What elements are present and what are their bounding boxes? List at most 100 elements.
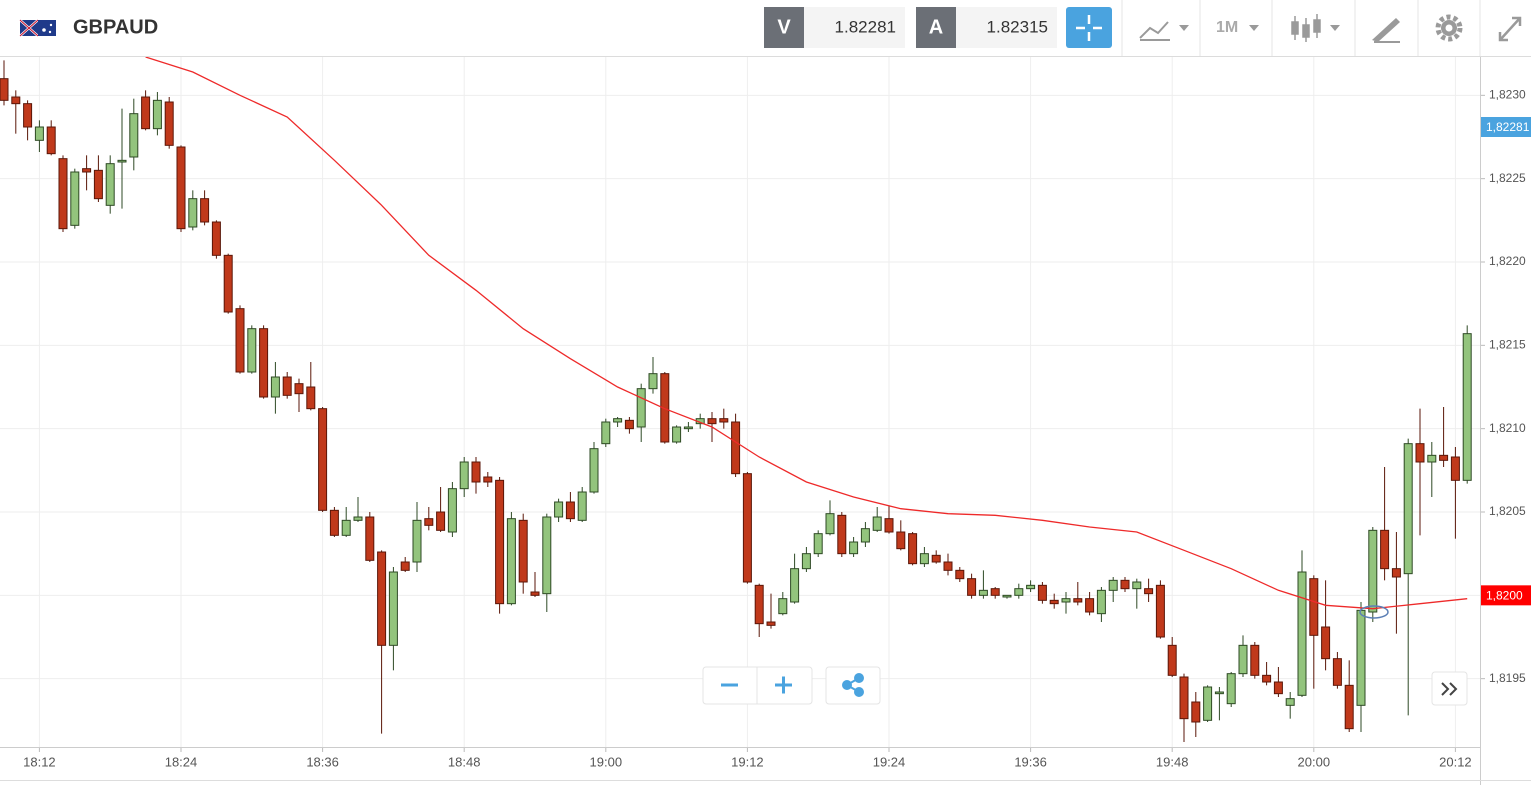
candle-body (1391, 568, 1401, 578)
drawing-tool-button[interactable] (1372, 18, 1400, 43)
candle-body (648, 373, 658, 390)
buy-price[interactable]: 1.82315 (987, 17, 1048, 36)
x-tick-label: 18:12 (23, 754, 56, 769)
candle-body (589, 448, 599, 493)
candle-body (188, 198, 198, 228)
x-tick-label: 18:48 (448, 754, 481, 769)
buy-button[interactable] (916, 7, 956, 48)
candle-body (790, 568, 800, 603)
candle-body (1096, 589, 1106, 615)
candle-body (1462, 333, 1472, 481)
candle-body (919, 553, 929, 565)
candle-body (377, 551, 387, 646)
candle-body (459, 461, 469, 490)
candle-body (1439, 454, 1449, 461)
y-tick-label: 1,8215 (1489, 338, 1526, 352)
candle-body (471, 461, 481, 483)
settings-button[interactable] (1435, 14, 1463, 42)
candle-body (931, 554, 941, 563)
candle-body (365, 516, 375, 561)
candle-body (766, 621, 776, 626)
candle-body (1002, 594, 1012, 598)
sell-price[interactable]: 1.82281 (835, 17, 896, 36)
candle-body (164, 101, 174, 146)
candle-body (967, 578, 977, 596)
candle-body (306, 386, 316, 410)
candle-body (1285, 698, 1295, 706)
timeframe[interactable]: 1M (1216, 19, 1238, 36)
candle-body (353, 516, 363, 521)
candle-body (884, 518, 894, 533)
scroll-end-box[interactable] (1431, 671, 1468, 706)
candle-body (1085, 598, 1095, 613)
candle-body (282, 376, 292, 396)
share-box[interactable] (825, 666, 881, 705)
candle-body (117, 159, 127, 163)
price-badge (1481, 117, 1531, 137)
price-badge-label: 1,8200 (1486, 589, 1523, 603)
candle-body (672, 426, 682, 443)
candle-body (825, 513, 835, 535)
cross-marker (1359, 605, 1389, 619)
candle-body (1403, 443, 1413, 575)
candle-body (329, 509, 339, 536)
flag (19, 19, 56, 37)
x-tick-label: 20:12 (1439, 754, 1472, 769)
candle-body (318, 408, 328, 511)
candle-body (849, 541, 859, 555)
y-tick-label: 1,8210 (1489, 421, 1526, 435)
candle-body (872, 516, 882, 531)
candle-body (141, 96, 151, 130)
candle-body (860, 528, 870, 543)
candle-body (1049, 599, 1059, 605)
candle-body (436, 511, 446, 531)
crosshair-button[interactable] (1066, 7, 1112, 48)
y-tick-label: 1,8205 (1489, 504, 1526, 518)
y-tick-label: 1,8195 (1489, 671, 1526, 685)
candle-body (82, 168, 92, 173)
candle-body (58, 158, 68, 230)
share-button[interactable] (842, 673, 864, 697)
candle-body (719, 418, 729, 423)
candle-body (1191, 701, 1201, 723)
candle-body (400, 561, 410, 571)
candle-body (1309, 578, 1319, 636)
candle-body (495, 479, 505, 605)
sell-label[interactable]: V (777, 16, 791, 38)
candle-body (1167, 644, 1177, 676)
candle-body (660, 373, 670, 443)
candle-body (1026, 584, 1036, 590)
candle-body (1073, 598, 1083, 603)
candle-body (1262, 674, 1272, 683)
candle-body (731, 421, 741, 475)
candle-body (0, 78, 9, 101)
candle-body (93, 169, 103, 200)
sell-button[interactable] (764, 7, 804, 48)
scroll-end-button[interactable] (1441, 682, 1458, 696)
candle-body (542, 516, 552, 595)
timeframe-caret[interactable] (1249, 25, 1259, 31)
buy-price-box[interactable] (956, 7, 1057, 48)
sell-price-box[interactable] (804, 7, 905, 48)
candle-body (778, 598, 788, 615)
candle-body (683, 426, 693, 430)
buy-label[interactable]: A (929, 16, 943, 38)
chart-type-button[interactable] (1139, 21, 1189, 41)
fullscreen-button[interactable] (1498, 16, 1522, 42)
candle-body (46, 126, 56, 155)
candle-body (424, 518, 434, 526)
candle-body (1332, 658, 1342, 686)
candle-body (1380, 529, 1390, 570)
candle-body (577, 491, 587, 521)
candle-body (341, 519, 351, 536)
symbol: GBPAUD (73, 16, 158, 38)
y-tick-label: 1,8230 (1489, 88, 1526, 102)
x-tick-label: 18:24 (165, 754, 198, 769)
candle-style-button[interactable] (1291, 14, 1340, 42)
candle-body (1238, 644, 1248, 675)
plot: 1,8195 1,8200 1,8205 1,8210 1,8215 1,8220 1,82… (0, 57, 1531, 785)
candle-body (1250, 644, 1260, 676)
zoom-in-button[interactable] (775, 676, 792, 694)
candle-body (1344, 684, 1354, 730)
